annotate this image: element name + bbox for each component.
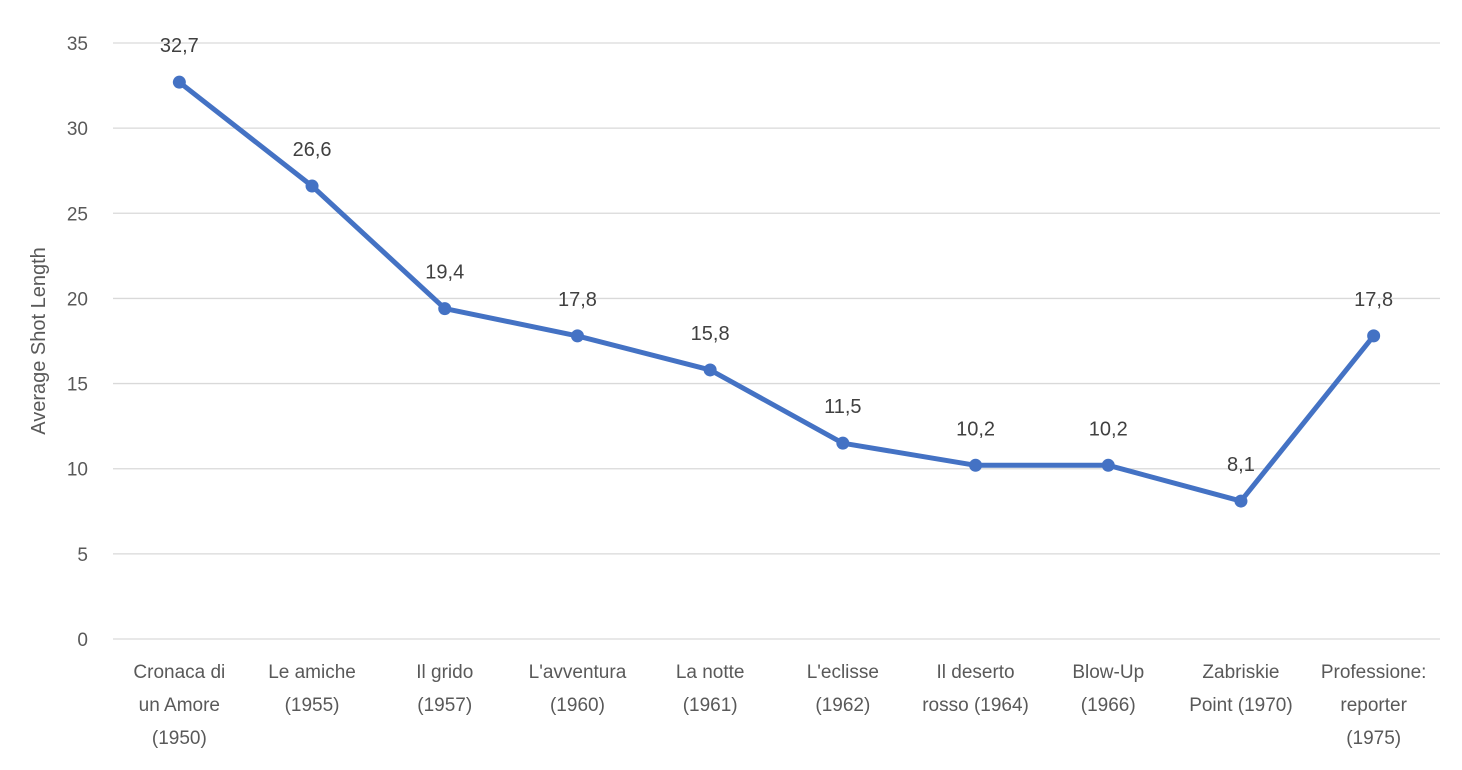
- x-tick-label-line: rosso (1964): [922, 695, 1029, 716]
- data-label: 17,8: [558, 289, 597, 311]
- x-tick-label: Blow-Up (1966): [1072, 662, 1144, 716]
- x-tick-label: Professione: reporter (1975): [1321, 662, 1427, 749]
- x-tick-label: Zabriskie Point (1970): [1189, 662, 1293, 716]
- data-labels: 32,7 26,6 19,4 17,8 15,8 11,5 10,2 10,2 8,1 17,8: [160, 35, 1393, 476]
- x-tick-label-line: (1961): [683, 695, 738, 716]
- y-tick-label: 25: [67, 204, 88, 225]
- data-point: [305, 179, 319, 193]
- data-point: [836, 436, 850, 450]
- x-tick-label-line: (1957): [417, 695, 472, 716]
- x-tick-label-line: (1955): [285, 695, 340, 716]
- data-point: [172, 75, 186, 89]
- data-point: [1101, 458, 1115, 472]
- x-tick-label-line: Il deserto: [936, 662, 1014, 683]
- x-tick-label-line: Il grido: [416, 662, 473, 683]
- x-tick-label: L'avventura (1960): [529, 662, 627, 716]
- data-label: 15,8: [691, 323, 730, 345]
- data-label: 10,2: [956, 418, 995, 440]
- y-tick-label: 20: [67, 289, 88, 310]
- y-tick-label: 0: [77, 630, 88, 651]
- series-layer: [172, 75, 1381, 508]
- x-tick-label-line: Cronaca di: [133, 662, 225, 683]
- x-tick-label-line: Le amiche: [268, 662, 356, 683]
- data-point: [969, 458, 983, 472]
- data-point: [570, 329, 584, 343]
- x-tick-label-line: (1966): [1081, 695, 1136, 716]
- x-tick-label: L'eclisse (1962): [807, 662, 879, 716]
- x-tick-label-line: (1960): [550, 695, 605, 716]
- data-label: 17,8: [1354, 289, 1393, 311]
- data-label: 10,2: [1089, 418, 1128, 440]
- x-tick-label: Il grido (1957): [416, 662, 473, 716]
- x-tick-label-line: La notte: [676, 662, 745, 683]
- data-point: [703, 363, 717, 377]
- x-tick-label-line: Zabriskie: [1202, 662, 1279, 683]
- y-tick-label: 35: [67, 34, 88, 55]
- data-label: 19,4: [425, 262, 464, 284]
- x-tick-label-line: L'eclisse: [807, 662, 879, 683]
- data-label: 8,1: [1227, 454, 1255, 476]
- x-tick-label: La notte (1961): [676, 662, 745, 716]
- x-tick-label: Le amiche (1955): [268, 662, 356, 716]
- x-tick-label-line: (1962): [815, 695, 870, 716]
- series-line: [176, 79, 1377, 504]
- x-tick-label: Il deserto rosso (1964): [922, 662, 1029, 716]
- y-axis-ticks: 0 5 10 15 20 25 30 35: [67, 34, 88, 651]
- y-axis-title: Average Shot Length: [28, 247, 50, 435]
- x-tick-label-line: (1950): [152, 728, 207, 749]
- y-tick-label: 30: [67, 119, 88, 140]
- x-tick-label-line: reporter: [1340, 695, 1407, 716]
- data-label: 11,5: [824, 396, 861, 418]
- y-tick-label: 5: [77, 545, 88, 566]
- x-tick-label: Cronaca di un Amore (1950): [133, 662, 225, 749]
- x-tick-label-line: (1975): [1346, 728, 1401, 749]
- x-axis-ticks: Cronaca di un Amore (1950) Le amiche (1955) I…: [133, 662, 1426, 749]
- data-point: [1234, 494, 1248, 508]
- data-label: 26,6: [293, 139, 332, 161]
- x-tick-label-line: Blow-Up: [1072, 662, 1144, 683]
- data-label: 32,7: [160, 35, 199, 57]
- x-tick-label-line: L'avventura: [529, 662, 627, 683]
- data-point: [438, 302, 452, 316]
- y-tick-label: 15: [67, 375, 88, 396]
- y-tick-label: 10: [67, 460, 88, 481]
- x-tick-label-line: Professione:: [1321, 662, 1427, 683]
- x-tick-label-line: un Amore: [139, 695, 220, 716]
- data-point: [1367, 329, 1381, 343]
- gridlines: [113, 42, 1440, 640]
- x-tick-label-line: Point (1970): [1189, 695, 1293, 716]
